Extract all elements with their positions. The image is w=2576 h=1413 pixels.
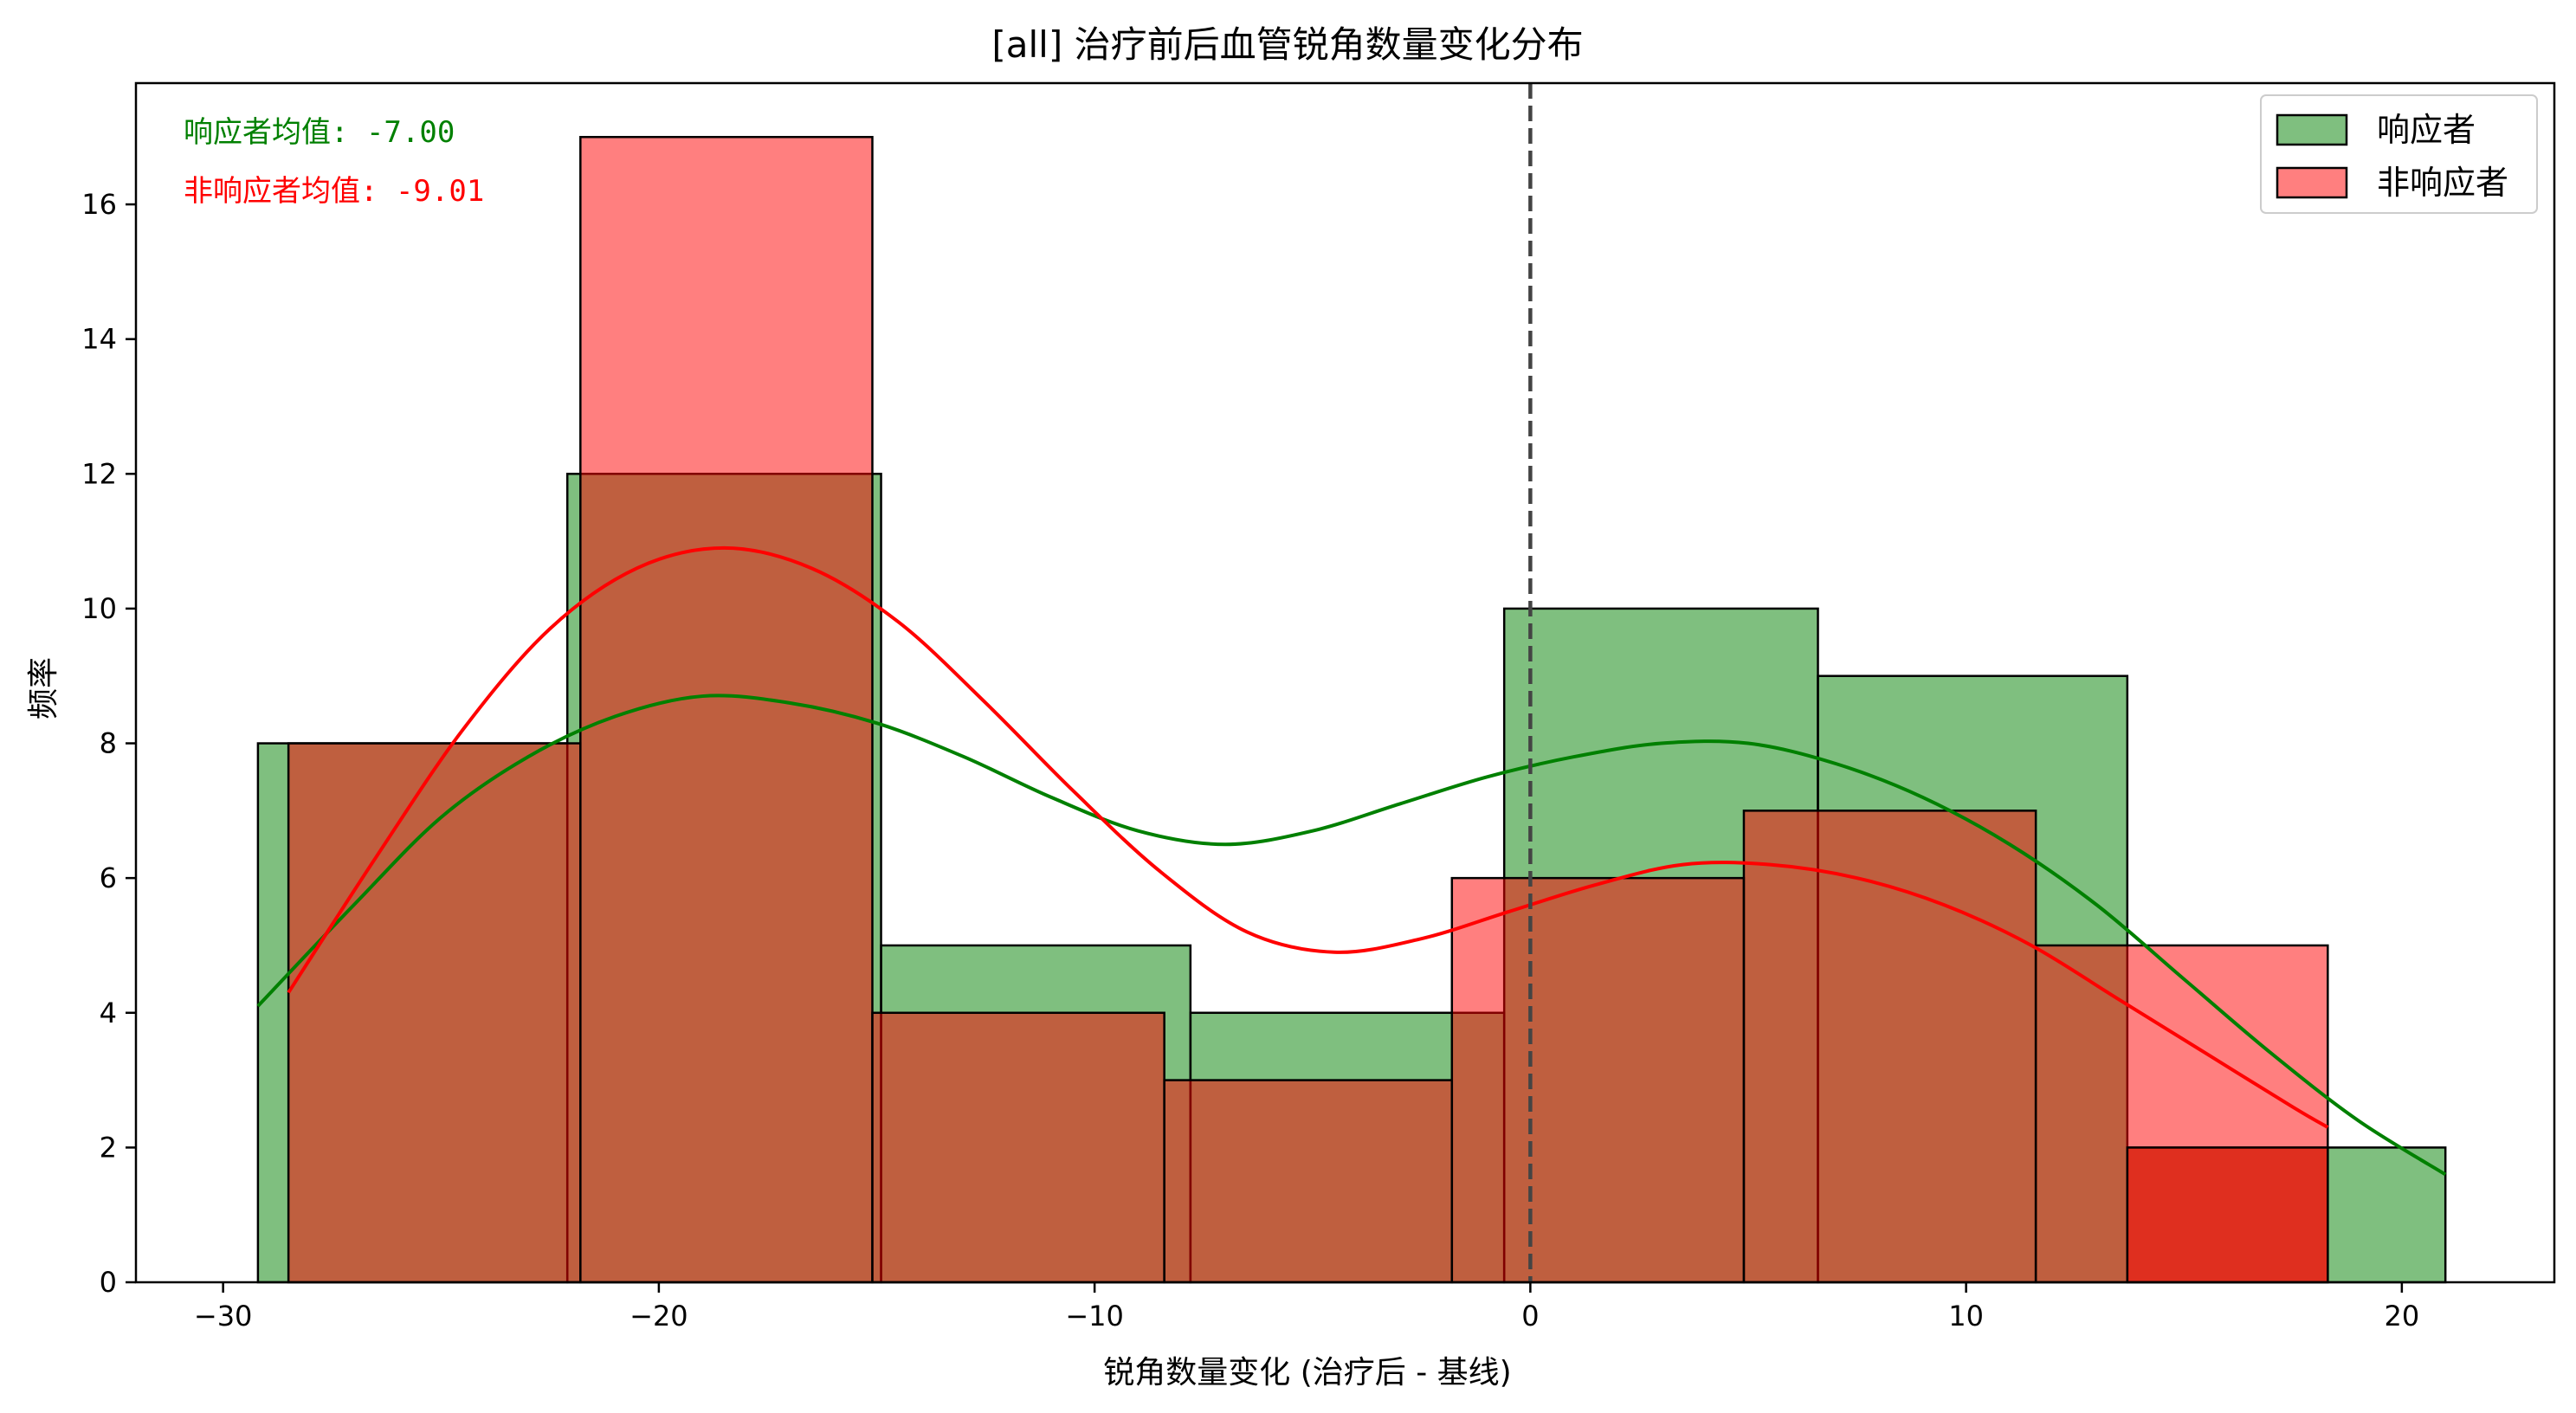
- y-axis-label: 频率: [26, 657, 61, 719]
- x-axis-ticks: −30 −20 −10 0 10 20: [194, 1282, 2419, 1332]
- nonresponder-bar: [287, 742, 582, 1284]
- legend-label-nonresponder: 非响应者: [2377, 164, 2508, 202]
- y-tick-label: 14: [81, 323, 117, 356]
- y-tick-label: 6: [100, 861, 117, 894]
- y-axis-ticks: 0 2 4 6 8 10 12 14 16: [81, 188, 136, 1299]
- y-tick-label: 2: [100, 1131, 117, 1164]
- nonresponder-bar: [1742, 810, 2037, 1284]
- x-tick-label: 20: [2385, 1300, 2420, 1332]
- responder-kde-curve: [256, 694, 2447, 1177]
- nonresponder-bar: [1450, 876, 1746, 1284]
- nonresponder-bars: [287, 135, 2329, 1284]
- plot-area: [256, 83, 2447, 1284]
- responder-mean-annotation: 响应者均值: -7.00: [184, 115, 455, 150]
- y-tick-label: 0: [100, 1266, 117, 1299]
- legend-label-responder: 响应者: [2377, 111, 2476, 149]
- nonresponder-bar: [1163, 1079, 1454, 1284]
- x-tick-label: 0: [1521, 1300, 1539, 1332]
- y-tick-label: 10: [81, 592, 117, 625]
- nonresponder-bar: [871, 1011, 1165, 1284]
- legend: 响应者 非响应者: [2260, 94, 2538, 214]
- y-tick-label: 16: [81, 188, 117, 221]
- x-tick-label: −20: [629, 1300, 688, 1332]
- nonresponder-mean-annotation: 非响应者均值: -9.01: [184, 174, 484, 209]
- nonresponder-tail-bar: [2126, 1146, 2329, 1284]
- y-tick-label: 12: [81, 457, 117, 490]
- legend-swatch-responder: [2276, 113, 2348, 146]
- x-tick-label: −30: [194, 1300, 253, 1332]
- x-tick-label: −10: [1065, 1300, 1124, 1332]
- y-tick-label: 8: [100, 727, 117, 760]
- legend-swatch-nonresponder: [2276, 166, 2348, 199]
- axes-frame: [134, 81, 2556, 1284]
- chart-title: [all] 治疗前后血管锐角数量变化分布: [991, 23, 1583, 66]
- y-tick-label: 4: [100, 997, 117, 1029]
- nonresponder-kde-curve: [287, 545, 2329, 1129]
- x-tick-label: 10: [1948, 1300, 1984, 1332]
- x-axis-label: 锐角数量变化 (治疗后 - 基线): [1103, 1355, 1511, 1390]
